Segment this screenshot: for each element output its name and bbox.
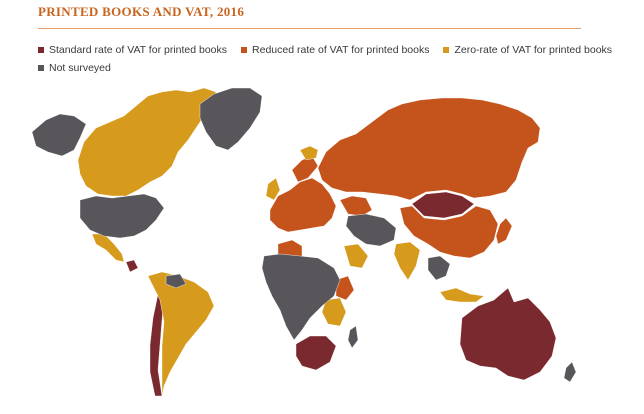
region-russia	[317, 97, 541, 201]
region-norway	[291, 155, 319, 183]
legend-item-zero: Zero-rate of VAT for printed books	[443, 44, 612, 56]
region-tanzania-kenya	[321, 297, 347, 327]
region-usa	[79, 193, 165, 239]
region-southeast-asia	[427, 255, 451, 281]
region-south-africa	[295, 335, 337, 371]
legend-row-1: Standard rate of VAT for printed books R…	[38, 44, 612, 56]
map-legend: Standard rate of VAT for printed books R…	[38, 44, 612, 80]
map-title: PRINTED BOOKS AND VAT, 2016	[38, 4, 245, 19]
title-divider	[38, 28, 581, 29]
region-south-america	[147, 271, 215, 397]
region-mongolia	[411, 191, 475, 219]
region-china	[399, 205, 499, 259]
legend-label-reduced: Reduced rate of VAT for printed books	[252, 44, 430, 56]
region-japan	[495, 217, 513, 245]
region-europe	[269, 177, 337, 233]
region-saudi-arabia	[343, 243, 369, 269]
region-indonesia	[439, 287, 485, 303]
region-new-zealand	[563, 361, 577, 383]
region-middle-east	[345, 213, 397, 247]
region-madagascar	[347, 325, 359, 349]
region-kazakhstan	[339, 195, 373, 217]
region-alaska	[31, 113, 87, 157]
legend-label-not-surveyed: Not surveyed	[49, 62, 111, 74]
legend-item-standard: Standard rate of VAT for printed books	[38, 44, 227, 56]
legend-swatch-standard	[38, 47, 44, 53]
region-australia	[459, 287, 557, 381]
region-group-standard	[125, 191, 557, 397]
region-greenland	[199, 87, 263, 151]
region-guatemala	[125, 259, 139, 273]
region-ethiopia	[335, 275, 355, 301]
legend-item-not-surveyed: Not surveyed	[38, 62, 111, 74]
legend-swatch-zero	[443, 47, 450, 53]
legend-label-standard: Standard rate of VAT for printed books	[49, 44, 228, 56]
region-canada	[77, 87, 217, 197]
region-group-not-surveyed	[31, 87, 577, 383]
legend-swatch-not-surveyed	[38, 65, 44, 71]
region-mexico	[91, 233, 125, 263]
region-group-zero	[77, 87, 485, 397]
legend-row-2: Not surveyed	[38, 62, 598, 74]
region-uk-ireland	[265, 177, 281, 201]
region-venezuela	[165, 273, 187, 289]
region-scandinavia	[299, 145, 319, 161]
region-africa-central	[261, 253, 341, 341]
region-india	[393, 241, 421, 281]
legend-item-reduced: Reduced rate of VAT for printed books	[241, 44, 429, 56]
world-map	[31, 87, 577, 397]
legend-swatch-reduced	[241, 47, 248, 53]
legend-label-zero: Zero-rate of VAT for printed books	[454, 44, 613, 56]
